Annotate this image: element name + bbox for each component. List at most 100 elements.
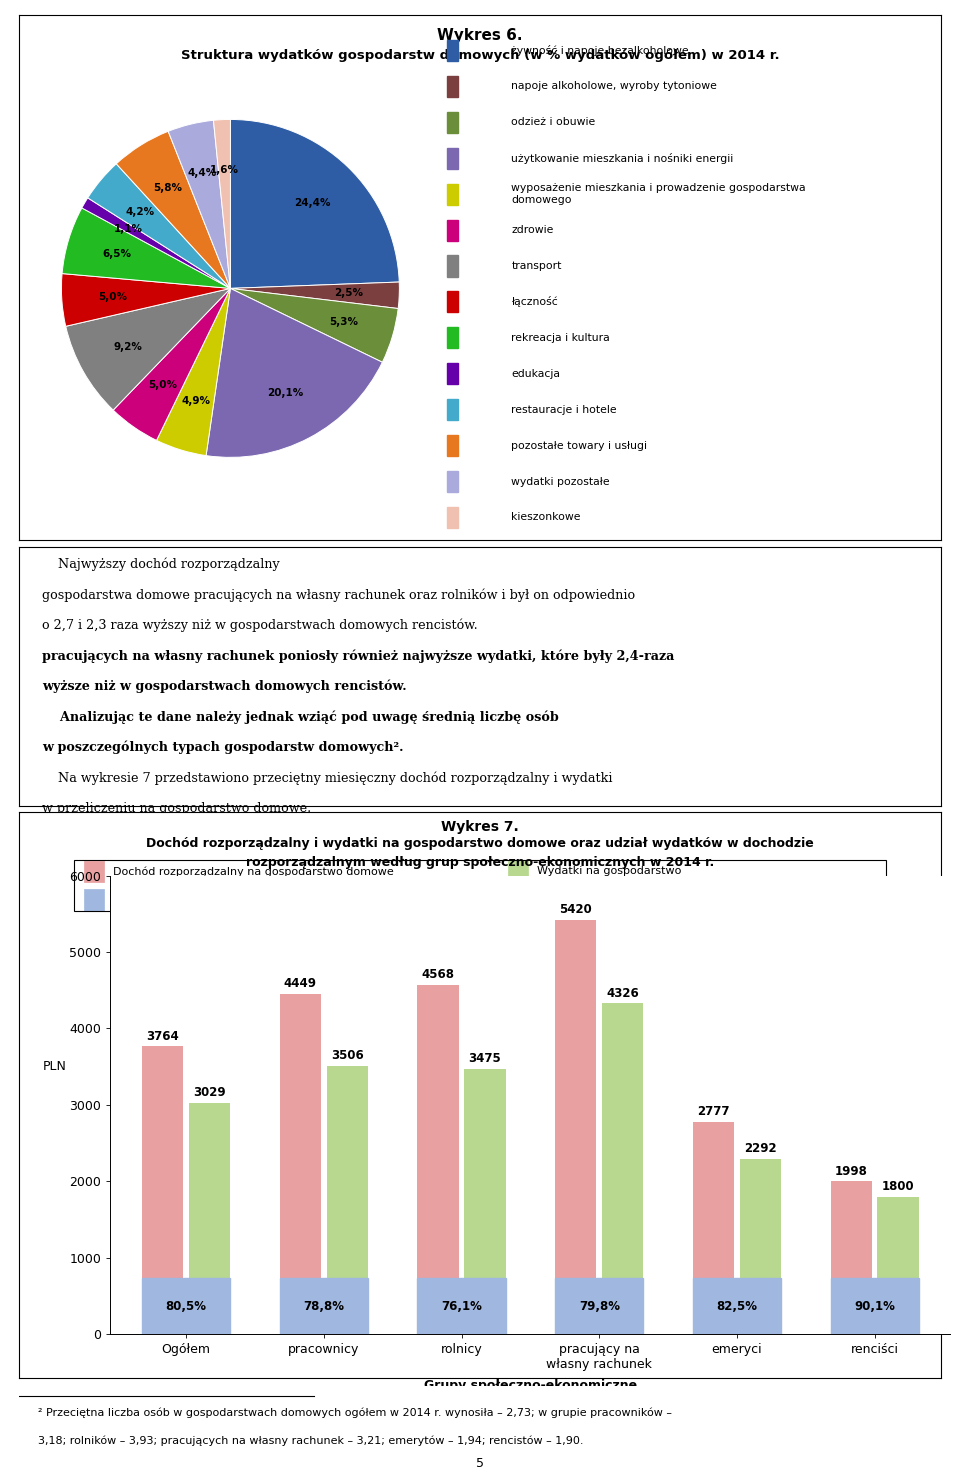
Bar [84,889,104,911]
Wedge shape [230,282,399,309]
Text: pozostałe towary i usługi: pozostałe towary i usługi [512,441,647,451]
Text: Dochód rozporządzalny na gospodarstwo domowe: Dochód rozporządzalny na gospodarstwo do… [113,867,394,877]
Bar [326,1066,368,1334]
Text: 1,6%: 1,6% [210,166,239,176]
Text: ² Przeciętna liczba osób w gospodarstwach domowych ogółem w 2014 r. wynosiła – 2: ² Przeciętna liczba osób w gospodarstwac… [37,1408,672,1418]
Text: 90,1%: 90,1% [854,1300,895,1313]
Text: 5,0%: 5,0% [98,291,127,302]
Text: Analizując te dane należy jednak wziąć pod uwagę średnią liczbę osób: Analizując te dane należy jednak wziąć p… [42,710,559,723]
Text: 76,1%: 76,1% [441,1300,482,1313]
Wedge shape [156,288,230,456]
Text: 4,4%: 4,4% [188,169,217,179]
Bar [446,75,458,98]
Bar [142,1278,230,1334]
Text: 3,18; rolników – 3,93; pracujących na własny rachunek – 3,21; emerytów – 1,94; r: 3,18; rolników – 3,93; pracujących na wł… [37,1436,583,1446]
Text: 2777: 2777 [697,1105,730,1118]
Text: 1800: 1800 [881,1180,914,1192]
Text: 20,1%: 20,1% [268,387,304,398]
Text: 5,8%: 5,8% [154,183,182,194]
Wedge shape [168,120,230,288]
Text: transport: transport [512,260,562,271]
Wedge shape [206,288,382,457]
Text: odzież i obuwie: odzież i obuwie [512,117,596,127]
Text: Wykres 7.: Wykres 7. [442,821,518,834]
Text: 5,0%: 5,0% [148,380,178,390]
Text: rozporządzalnym według grup społeczno-ekonomicznych w 2014 r.: rozporządzalnym według grup społeczno-ek… [246,856,714,870]
Wedge shape [65,288,230,410]
Text: 5,3%: 5,3% [329,317,358,327]
Bar [446,219,458,241]
Text: 4568: 4568 [421,969,455,981]
Bar [279,994,321,1334]
Text: restauracje i hotele: restauracje i hotele [512,405,617,414]
Text: 5420: 5420 [560,904,592,916]
Bar [418,985,459,1334]
Text: rekreacja i kultura: rekreacja i kultura [512,333,611,343]
Bar [446,435,458,456]
Bar [693,1123,734,1334]
Text: 4,2%: 4,2% [125,207,155,217]
Bar [189,1103,230,1334]
Bar [555,920,596,1334]
Bar [446,507,458,528]
Text: żywność i napoje bezalkoholowe: żywność i napoje bezalkoholowe [512,44,689,56]
Wedge shape [87,164,230,288]
Bar [446,364,458,385]
Wedge shape [61,274,230,327]
Bar [446,112,458,133]
Text: pracujących na własny rachunek poniosły również najwyższe wydatki, które były 2,: pracujących na własny rachunek poniosły … [42,649,675,663]
Text: Wydatki na gospodarstwo: Wydatki na gospodarstwo [538,867,682,877]
Text: zdrowie: zdrowie [512,225,554,235]
Text: Na wykresie 7 przedstawiono przeciętny miesięczny dochód rozporządzalny i wydatk: Na wykresie 7 przedstawiono przeciętny m… [42,772,612,785]
X-axis label: Grupy społeczno-ekonomiczne: Grupy społeczno-ekonomiczne [423,1380,637,1392]
Text: 24,4%: 24,4% [294,198,330,209]
Text: Dochód rozporządzalny i wydatki na gospodarstwo domowe oraz udział wydatków w do: Dochód rozporządzalny i wydatki na gospo… [146,837,814,850]
Bar [446,183,458,204]
Text: w poszczególnych typach gospodarstw domowych².: w poszczególnych typach gospodarstw domo… [42,741,404,754]
Text: 3506: 3506 [331,1049,364,1062]
Wedge shape [230,288,398,362]
Text: kieszonkowe: kieszonkowe [512,512,581,522]
Text: gospodarstwa domowe pracujących na własny rachunek oraz rolników i był on odpowi: gospodarstwa domowe pracujących na własn… [42,589,636,602]
Text: 1998: 1998 [835,1164,868,1177]
Text: 6,5%: 6,5% [103,250,132,259]
Text: łączność: łączność [512,296,558,308]
Text: 82,5%: 82,5% [716,1300,757,1313]
Text: użytkowanie mieszkania i nośniki energii: użytkowanie mieszkania i nośniki energii [512,152,733,164]
Text: 3475: 3475 [468,1052,501,1065]
Bar [465,1068,506,1334]
Wedge shape [113,288,230,441]
Text: 1,1%: 1,1% [114,223,143,234]
Text: 4326: 4326 [607,986,639,1000]
Bar [877,1197,919,1334]
Bar [740,1160,781,1334]
Text: 80,5%: 80,5% [166,1300,206,1313]
Text: 4449: 4449 [284,978,317,991]
Bar [446,399,458,420]
Bar [446,327,458,349]
Text: napoje alkoholowe, wyroby tytoniowe: napoje alkoholowe, wyroby tytoniowe [512,81,717,92]
Text: o 2,7 i 2,3 raza wyższy niż w gospodarstwach domowych rencistów.: o 2,7 i 2,3 raza wyższy niż w gospodarst… [42,618,482,632]
Text: Udział wydatków w dochodzie rozporządzalnym: Udział wydatków w dochodzie rozporządzal… [113,895,379,905]
Text: 78,8%: 78,8% [303,1300,345,1313]
Bar [555,1278,643,1334]
Bar [142,1047,183,1334]
Wedge shape [230,120,399,288]
Text: 3029: 3029 [193,1086,226,1099]
Text: 9,2%: 9,2% [113,342,142,352]
Bar [446,470,458,493]
Text: Struktura wydatków gospodarstw domowych (w % wydatków ogółem) w 2014 r.: Struktura wydatków gospodarstw domowych … [180,49,780,62]
Text: 2,5%: 2,5% [334,288,363,299]
Bar [279,1278,368,1334]
Wedge shape [213,120,230,288]
Bar [84,861,104,881]
Text: PLN: PLN [42,1060,66,1074]
Wedge shape [62,209,230,288]
Text: 5: 5 [476,1457,484,1470]
Text: Wykres 6.: Wykres 6. [437,28,523,43]
Text: w przeliczeniu na gospodarstwo domowe.: w przeliczeniu na gospodarstwo domowe. [42,802,311,815]
Text: 3764: 3764 [146,1029,180,1043]
Text: wydatki pozostałe: wydatki pozostałe [512,476,611,487]
Text: 4,9%: 4,9% [181,396,210,407]
Text: wyższe niż w gospodarstwach domowych rencistów.: wyższe niż w gospodarstwach domowych ren… [42,680,407,694]
